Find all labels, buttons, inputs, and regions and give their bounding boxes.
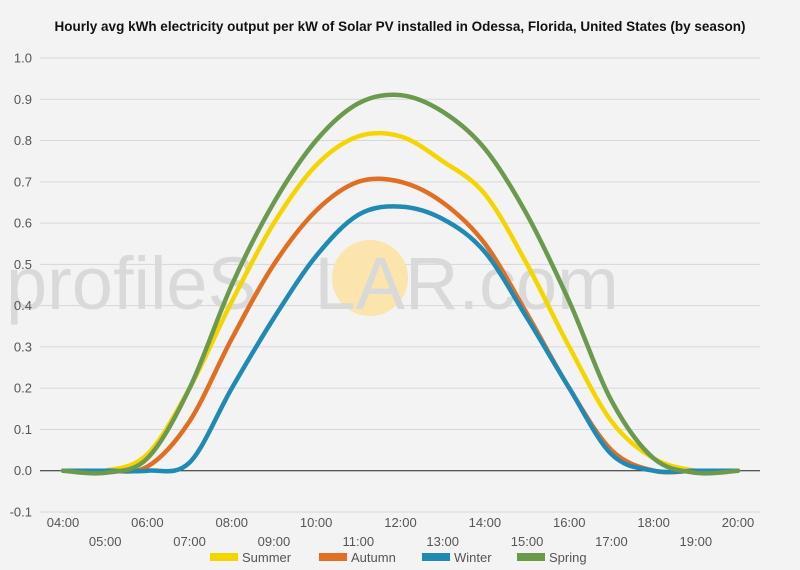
y-tick-label: 0.6 (14, 216, 32, 231)
legend-swatch-autumn (319, 553, 347, 561)
watermark-text: profileSOLAR.com (6, 242, 619, 325)
x-tick-label: 11:00 (343, 534, 375, 549)
legend-label-winter: Winter (454, 550, 492, 565)
x-tick-label: 19:00 (680, 534, 713, 549)
y-tick-label: 0.8 (14, 133, 32, 148)
watermark: profileSOLAR.com (6, 240, 619, 325)
y-tick-label: 0.2 (14, 381, 32, 396)
y-tick-label: 0.7 (14, 174, 32, 189)
series-lines (60, 92, 741, 476)
y-tick-label: -0.1 (10, 505, 32, 520)
x-tick-label: 08:00 (215, 515, 248, 530)
x-tick-label: 14:00 (469, 515, 502, 530)
x-tick-label: 15:00 (511, 534, 544, 549)
y-axis-ticks: -0.1 0.0 0.1 0.2 0.3 0.4 0.5 0.6 0.7 0.8 0.9 1.0 (10, 51, 32, 520)
watermark-text-circle: O (257, 242, 315, 325)
series-line-autumn (60, 176, 741, 475)
x-tick-label: 04:00 (47, 515, 80, 530)
watermark-text-left: profile (6, 242, 208, 325)
y-tick-label: 0.5 (14, 257, 32, 272)
x-axis-ticks: 04:00 05:00 06:00 07:00 08:00 09:00 10:00 11:00… (47, 515, 755, 549)
y-tick-label: 1.0 (14, 51, 32, 66)
x-tick-label: 20:00 (722, 515, 755, 530)
legend-swatch-winter (422, 553, 450, 561)
y-tick-label: 0.0 (14, 463, 32, 478)
legend-swatch-spring (517, 553, 545, 561)
legend: Summer Autumn Winter Spring (210, 550, 587, 565)
legend-label-autumn: Autumn (351, 550, 396, 565)
x-tick-label: 07:00 (173, 534, 206, 549)
chart-title: Hourly avg kWh electricity output per kW… (54, 19, 746, 34)
x-tick-label: 18:00 (637, 515, 670, 530)
series-line-winter (60, 204, 741, 475)
x-tick-label: 09:00 (258, 534, 291, 549)
watermark-text-right: LAR.com (314, 242, 618, 325)
legend-swatch-summer (210, 553, 238, 561)
y-tick-label: 0.3 (14, 339, 32, 354)
watermark-sun (332, 240, 408, 316)
x-tick-label: 12:00 (384, 515, 417, 530)
x-tick-label: 17:00 (595, 534, 628, 549)
y-tick-label: 0.1 (14, 422, 32, 437)
series-line-spring (60, 92, 741, 476)
legend-label-spring: Spring (549, 550, 587, 565)
y-tick-label: 0.4 (14, 298, 32, 313)
legend-label-summer: Summer (242, 550, 292, 565)
x-tick-label: 05:00 (89, 534, 122, 549)
x-tick-label: 13:00 (426, 534, 459, 549)
x-tick-label: 16:00 (553, 515, 586, 530)
x-tick-label: 06:00 (131, 515, 164, 530)
x-tick-label: 10:00 (300, 515, 333, 530)
y-tick-label: 0.9 (14, 92, 32, 107)
